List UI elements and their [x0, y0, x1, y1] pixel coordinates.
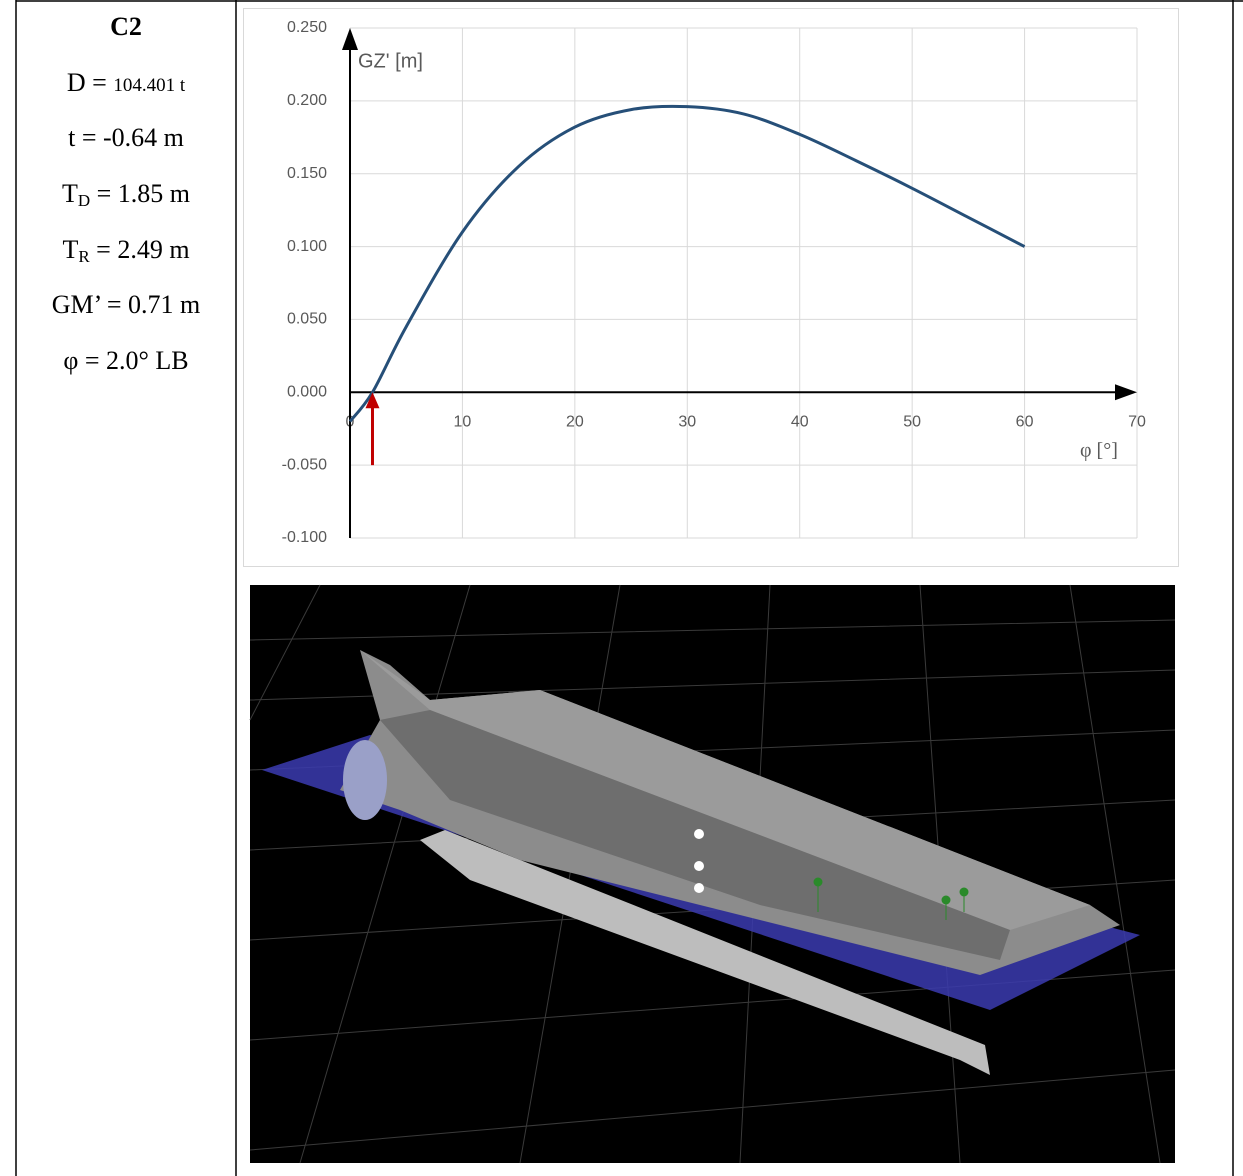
bulb: [343, 740, 387, 820]
ship-render: [250, 585, 1175, 1163]
x-tick-label: 50: [903, 414, 921, 431]
chart-frame: [244, 9, 1179, 567]
x-tick-label: 10: [454, 414, 472, 431]
y-tick-label: 0.000: [287, 384, 327, 401]
x-tick-label: 70: [1128, 414, 1146, 431]
x-axis-title: φ [°]: [1080, 440, 1118, 462]
y-tick-label: -0.100: [282, 529, 327, 546]
y-tick-label: 0.050: [287, 311, 327, 328]
chart: -0.100 -0.050 0.000 0.050 0.100 0.150 0.200 0.2…: [0, 0, 1243, 1176]
y-tick-label: -0.050: [282, 456, 327, 473]
x-tick-label: 40: [791, 414, 809, 431]
x-tick-label: 30: [678, 414, 696, 431]
y-tick-label: 0.150: [287, 165, 327, 182]
y-tick-label: 0.200: [287, 92, 327, 109]
x-tick-label: 20: [566, 414, 584, 431]
y-tick-label: 0.100: [287, 238, 327, 255]
y-axis-title: GZ' [m]: [358, 50, 423, 72]
x-tick-label: 60: [1016, 414, 1034, 431]
y-tick-label: 0.250: [287, 19, 327, 36]
page: C2 D = 104.401 t t = -0.64 m TD = 1.85 m…: [0, 0, 1243, 1176]
